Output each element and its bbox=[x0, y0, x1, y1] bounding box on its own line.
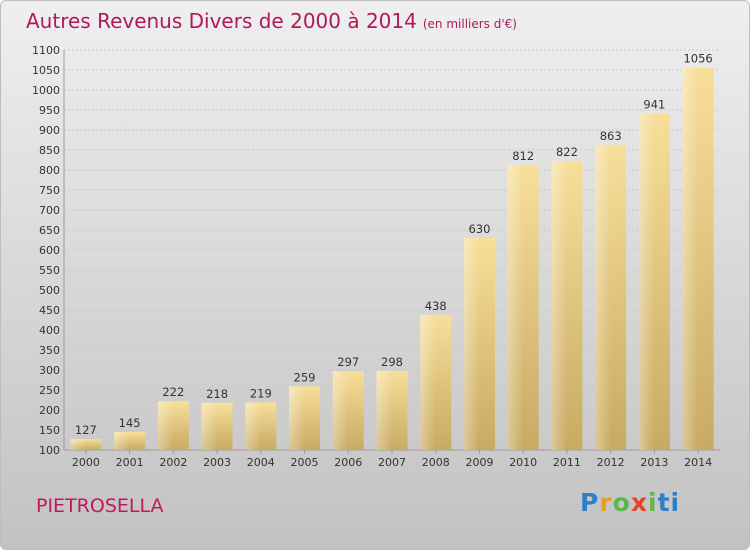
value-label: 1056 bbox=[683, 52, 712, 66]
y-tick-label: 1100 bbox=[32, 44, 60, 57]
y-tick-label: 250 bbox=[39, 384, 60, 397]
x-tick-label: 2011 bbox=[553, 456, 581, 469]
x-tick-label: 2014 bbox=[684, 456, 712, 469]
y-tick-label: 500 bbox=[39, 284, 60, 297]
value-label: 863 bbox=[600, 129, 622, 143]
y-tick-label: 750 bbox=[39, 184, 60, 197]
bar-highlight bbox=[245, 402, 261, 450]
y-tick-label: 300 bbox=[39, 364, 60, 377]
y-tick-label: 850 bbox=[39, 144, 60, 157]
bar-highlight bbox=[682, 67, 699, 450]
x-tick-label: 2003 bbox=[203, 456, 231, 469]
y-tick-label: 1000 bbox=[32, 84, 60, 97]
y-tick-label: 100 bbox=[39, 444, 60, 457]
bar-highlight bbox=[463, 238, 480, 450]
y-tick-label: 400 bbox=[39, 324, 60, 337]
bar-highlight bbox=[201, 402, 218, 450]
bar-highlight bbox=[595, 144, 611, 451]
y-tick-label: 600 bbox=[39, 244, 60, 257]
value-label: 297 bbox=[337, 355, 359, 369]
y-tick-label: 900 bbox=[39, 124, 60, 137]
y-tick-label: 350 bbox=[39, 344, 60, 357]
bar-highlight bbox=[507, 165, 524, 450]
bar-highlight bbox=[70, 439, 86, 450]
value-label: 218 bbox=[206, 387, 228, 401]
value-label: 822 bbox=[556, 145, 578, 159]
value-label: 298 bbox=[381, 355, 403, 369]
value-label: 630 bbox=[468, 222, 490, 236]
x-tick-label: 2013 bbox=[640, 456, 668, 469]
value-label: 222 bbox=[162, 385, 184, 399]
value-label: 259 bbox=[294, 370, 316, 384]
location-name: PIETROSELLA bbox=[36, 495, 164, 517]
x-tick-label: 2010 bbox=[509, 456, 537, 469]
x-tick-label: 2009 bbox=[465, 456, 493, 469]
chart-title: Autres Revenus Divers de 2000 à 2014 (en … bbox=[26, 9, 517, 33]
chart-unit: (en milliers d'€) bbox=[422, 17, 517, 31]
value-label: 127 bbox=[75, 423, 97, 437]
y-tick-label: 150 bbox=[39, 424, 60, 437]
bar-highlight bbox=[420, 314, 436, 450]
x-tick-label: 2012 bbox=[597, 456, 625, 469]
value-label: 941 bbox=[643, 98, 665, 112]
bar-highlight bbox=[114, 432, 130, 450]
bar-highlight bbox=[332, 371, 349, 450]
value-label: 812 bbox=[512, 149, 534, 163]
bar-highlight bbox=[376, 370, 392, 450]
bar-highlight bbox=[638, 113, 655, 450]
y-tick-label: 800 bbox=[39, 164, 60, 177]
bar-highlight bbox=[289, 386, 305, 450]
y-tick-label: 450 bbox=[39, 304, 60, 317]
x-tick-label: 2000 bbox=[72, 456, 100, 469]
y-tick-label: 550 bbox=[39, 264, 60, 277]
x-tick-label: 2007 bbox=[378, 456, 406, 469]
value-label: 145 bbox=[119, 416, 141, 430]
y-tick-label: 1050 bbox=[32, 64, 60, 77]
y-tick-label: 700 bbox=[39, 204, 60, 217]
y-tick-label: 950 bbox=[39, 104, 60, 117]
bar-highlight bbox=[157, 401, 174, 450]
x-tick-label: 2008 bbox=[422, 456, 450, 469]
proxiti-logo: Proxiti bbox=[580, 488, 681, 517]
y-tick-label: 650 bbox=[39, 224, 60, 237]
x-tick-label: 2005 bbox=[291, 456, 319, 469]
x-tick-label: 2002 bbox=[159, 456, 187, 469]
value-label: 438 bbox=[425, 299, 447, 313]
bar-highlight bbox=[551, 161, 567, 450]
y-tick-label: 200 bbox=[39, 404, 60, 417]
x-tick-label: 2001 bbox=[116, 456, 144, 469]
chart-title-text: Autres Revenus Divers de 2000 à 2014 bbox=[26, 9, 417, 33]
value-label: 219 bbox=[250, 386, 272, 400]
x-tick-label: 2004 bbox=[247, 456, 275, 469]
x-tick-label: 2006 bbox=[334, 456, 362, 469]
